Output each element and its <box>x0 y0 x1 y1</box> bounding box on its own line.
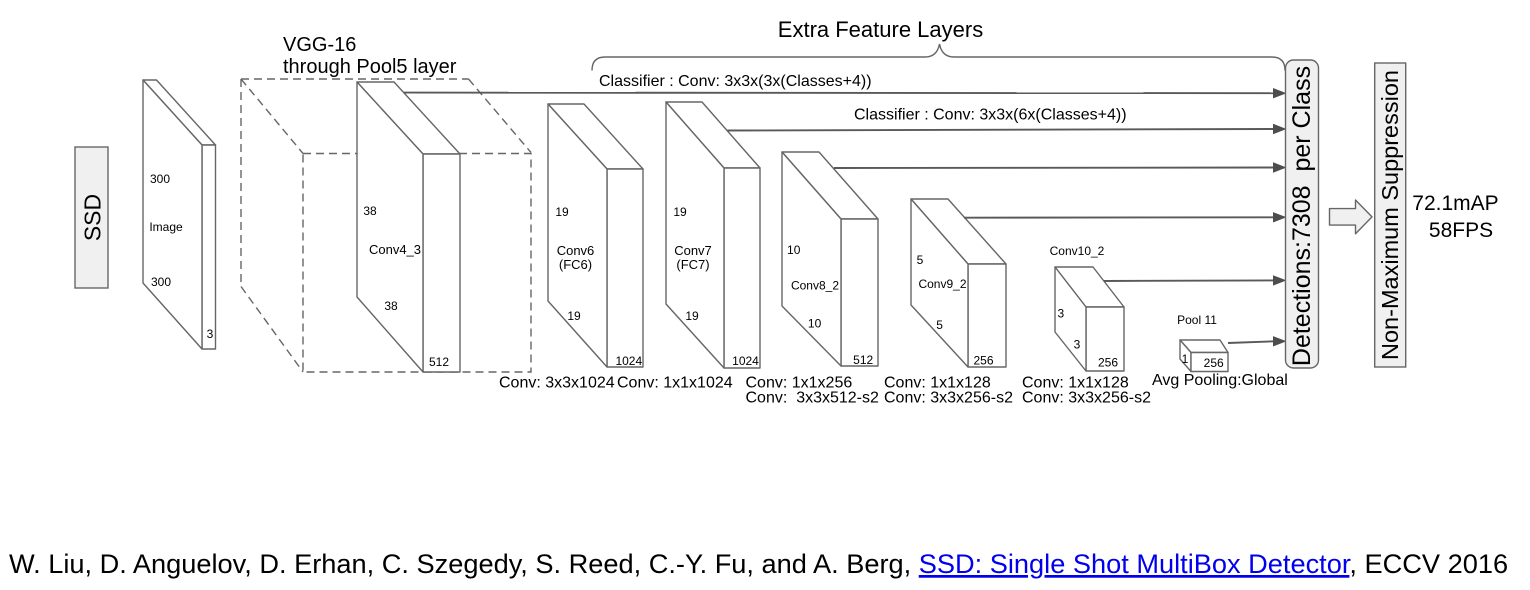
svg-text:VGG-16: VGG-16 <box>283 34 356 56</box>
svg-text:Conv: 1x1x256: Conv: 1x1x256 <box>746 375 853 392</box>
svg-text:Avg Pooling:Global: Avg Pooling:Global <box>1152 372 1288 389</box>
svg-text:256: 256 <box>1098 356 1118 370</box>
svg-text:Classifier : Conv: 3x3x(3x(Cla: Classifier : Conv: 3x3x(3x(Classes+4)) <box>599 73 872 90</box>
svg-text:1024: 1024 <box>732 354 759 368</box>
svg-text:Conv: 3x3x256-s2: Conv: 3x3x256-s2 <box>1022 390 1151 407</box>
svg-text:19: 19 <box>555 205 569 219</box>
svg-text:5: 5 <box>936 318 943 332</box>
svg-text:Conv: 3x3x256-s2: Conv: 3x3x256-s2 <box>884 390 1013 407</box>
svg-text:512: 512 <box>429 355 449 369</box>
svg-text:(FC7): (FC7) <box>676 257 709 272</box>
svg-text:Non-Maximum Suppression: Non-Maximum Suppression <box>1377 70 1403 360</box>
svg-text:Extra Feature Layers: Extra Feature Layers <box>778 17 983 42</box>
svg-text:Conv10_2: Conv10_2 <box>1050 244 1105 258</box>
svg-text:19: 19 <box>673 205 687 219</box>
svg-text:38: 38 <box>363 204 377 218</box>
svg-text:256: 256 <box>1204 356 1224 370</box>
svg-text:Conv: 1x1x1024: Conv: 1x1x1024 <box>617 375 733 392</box>
svg-text:Conv: 3x3x1024: Conv: 3x3x1024 <box>499 375 615 392</box>
svg-text:1024: 1024 <box>615 354 642 368</box>
svg-text:3: 3 <box>207 327 214 341</box>
svg-text:W. Liu, D. Anguelov, D. Erhan,: W. Liu, D. Anguelov, D. Erhan, C. Szeged… <box>9 548 1508 579</box>
svg-text:through Pool5 layer: through Pool5 layer <box>283 56 457 78</box>
svg-text:3: 3 <box>1074 337 1081 351</box>
svg-text:Conv8_2: Conv8_2 <box>791 278 839 292</box>
svg-text:58FPS: 58FPS <box>1429 219 1493 242</box>
svg-text:SSD: SSD <box>80 194 106 241</box>
svg-text:3: 3 <box>1058 307 1065 321</box>
svg-text:Conv: 1x1x128: Conv: 1x1x128 <box>884 375 991 392</box>
svg-text:10: 10 <box>808 316 822 330</box>
svg-text:38: 38 <box>384 299 398 313</box>
svg-text:Detections:7308 per Class: Detections:7308 per Class <box>1288 66 1316 366</box>
svg-text:300: 300 <box>151 275 171 289</box>
svg-text:256: 256 <box>973 354 993 368</box>
svg-text:Pool 11: Pool 11 <box>1177 313 1217 327</box>
svg-text:Conv: 3x3x512-s2: Conv: 3x3x512-s2 <box>746 390 880 407</box>
svg-text:Conv4_3: Conv4_3 <box>369 242 421 257</box>
svg-text:5: 5 <box>917 253 924 267</box>
svg-text:19: 19 <box>685 309 699 323</box>
svg-text:Conv6: Conv6 <box>557 243 595 258</box>
svg-text:300: 300 <box>150 172 170 186</box>
svg-text:Conv: 1x1x128: Conv: 1x1x128 <box>1022 375 1129 392</box>
svg-text:512: 512 <box>853 353 873 367</box>
svg-text:10: 10 <box>787 243 801 257</box>
svg-text:Conv9_2: Conv9_2 <box>918 277 966 291</box>
svg-text:Image: Image <box>149 220 183 234</box>
svg-text:Classifier : Conv: 3x3x(6x(Cla: Classifier : Conv: 3x3x(6x(Classes+4)) <box>854 107 1127 124</box>
svg-text:19: 19 <box>567 309 581 323</box>
svg-text:1: 1 <box>1182 352 1189 366</box>
svg-text:(FC6): (FC6) <box>559 257 592 272</box>
svg-text:Conv7: Conv7 <box>674 243 712 258</box>
svg-text:72.1mAP: 72.1mAP <box>1412 192 1498 215</box>
